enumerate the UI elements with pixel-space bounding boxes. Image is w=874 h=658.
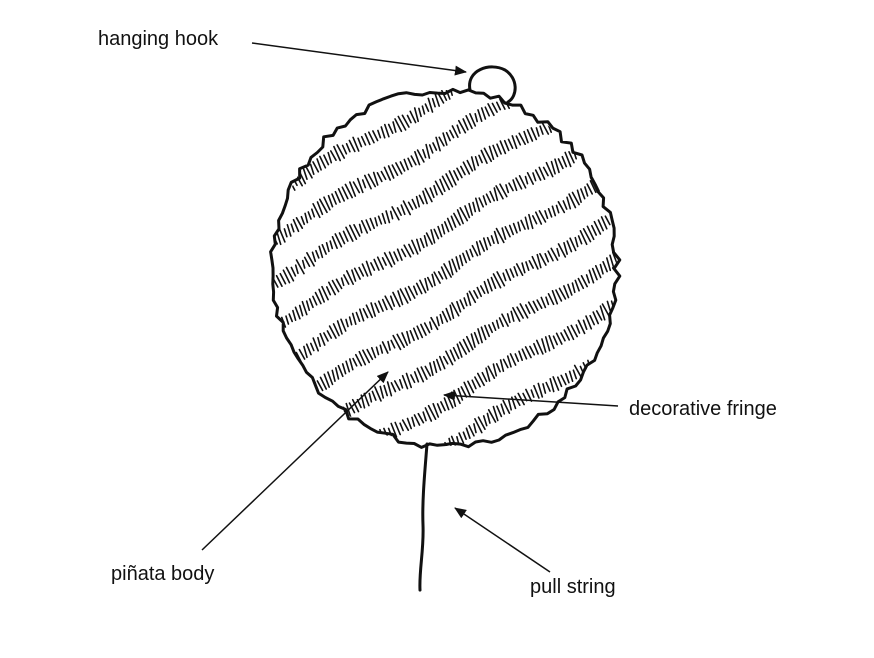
fringe-leader-line [443,390,619,407]
decorative-fringe [273,90,617,446]
fringe-stripe [314,211,614,395]
body-leader-line [201,371,389,551]
fringe-stripe [295,176,601,362]
hook-leader-line [251,42,467,76]
hanging-hook-label: hanging hook [98,28,219,50]
fringe-stripe [273,119,552,288]
pull-string [418,442,429,592]
pull-string-label: pull string [530,576,616,598]
decorative-fringe-label: decorative fringe [629,398,777,420]
pinata-body-label: piñata body [111,563,215,585]
pinata-body-outline [269,87,622,449]
string-leader-line [454,507,551,573]
fringe-stripe [281,150,577,328]
hanging-hook [468,65,517,104]
fringe-stripe [444,359,592,446]
fringe-stripe [287,90,453,191]
